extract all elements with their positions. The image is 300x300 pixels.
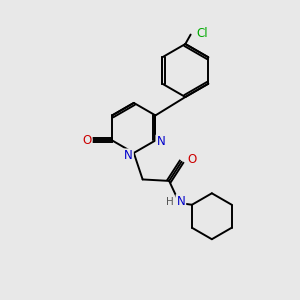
- Text: H: H: [166, 196, 174, 206]
- Text: N: N: [156, 135, 165, 148]
- Text: N: N: [124, 149, 133, 162]
- Text: Cl: Cl: [196, 27, 208, 40]
- Text: O: O: [188, 153, 196, 166]
- Text: O: O: [82, 134, 92, 147]
- Text: N: N: [176, 195, 185, 208]
